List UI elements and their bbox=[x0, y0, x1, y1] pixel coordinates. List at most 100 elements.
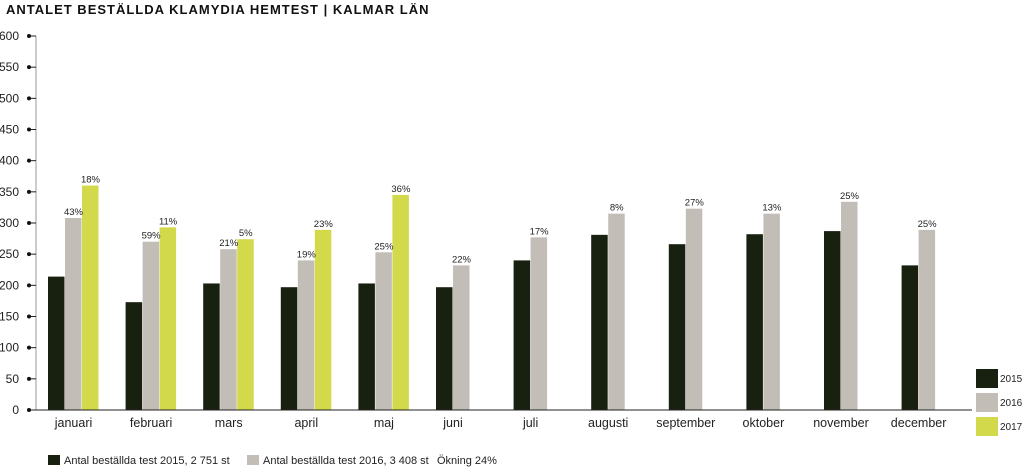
y-tick-dot bbox=[27, 376, 31, 381]
bar-2015-april bbox=[280, 287, 298, 410]
y-tick-label: 150 bbox=[0, 310, 19, 324]
bar-2015-augusti bbox=[591, 234, 608, 410]
legend: 2015 2016 2017 bbox=[976, 369, 1023, 436]
bar-2016-juni bbox=[453, 265, 470, 410]
bar-2017-februari bbox=[159, 227, 177, 410]
bar-2017-januari bbox=[82, 185, 99, 410]
x-tick-label-juli: juli bbox=[522, 416, 538, 430]
bar-2015-juni bbox=[436, 287, 453, 410]
y-tick-dot bbox=[27, 283, 31, 288]
bar-2016-november bbox=[841, 201, 858, 410]
data-label-2017-mars: 5% bbox=[239, 228, 253, 239]
x-tick-label-oktober: oktober bbox=[743, 416, 785, 430]
y-tick-label: 500 bbox=[0, 91, 19, 105]
data-label-2016-september: 27% bbox=[685, 198, 705, 209]
data-label-2016-oktober: 13% bbox=[762, 203, 782, 214]
bar-2016-januari bbox=[65, 218, 82, 410]
footer-text: Antal beställda test 2016, 3 408 st bbox=[263, 455, 429, 467]
bar-2015-november bbox=[824, 231, 841, 410]
data-label-2016-juni: 22% bbox=[452, 254, 472, 265]
x-tick-label-april: april bbox=[294, 416, 318, 430]
footer-text: Antal beställda test 2015, 2 751 st bbox=[64, 455, 230, 467]
bar-2015-september bbox=[668, 244, 686, 410]
bar-2017-april bbox=[314, 229, 332, 410]
data-label-2017-april: 23% bbox=[314, 219, 334, 230]
data-label-2017-maj: 36% bbox=[391, 184, 411, 195]
data-label-2017-januari: 18% bbox=[81, 175, 101, 186]
x-tick-label-september: september bbox=[656, 416, 715, 430]
bar-2017-mars bbox=[237, 239, 254, 410]
y-tick-label: 600 bbox=[0, 29, 19, 43]
bar-2015-oktober bbox=[746, 234, 763, 410]
x-tick-label-juni: juni bbox=[442, 416, 462, 430]
y-tick-label: 200 bbox=[0, 278, 19, 292]
data-label-2016-december: 25% bbox=[918, 219, 938, 230]
data-label-2016-juli: 17% bbox=[530, 226, 550, 237]
legend-label-2015: 2015 bbox=[1000, 374, 1023, 385]
bar-2015-januari bbox=[48, 276, 65, 410]
y-tick-dot bbox=[27, 408, 31, 412]
y-tick-label: 250 bbox=[0, 247, 19, 261]
bar-2016-augusti bbox=[608, 213, 625, 410]
bar-2016-juli bbox=[530, 237, 548, 410]
y-tick-dot bbox=[27, 189, 31, 194]
y-tick-label: 400 bbox=[0, 154, 19, 168]
y-tick-dot bbox=[27, 127, 31, 132]
y-tick-label: 0 bbox=[12, 403, 19, 417]
bar-2016-februari bbox=[142, 241, 160, 410]
data-label-2016-februari: 59% bbox=[142, 231, 162, 242]
data-label-2016-april: 19% bbox=[297, 249, 317, 260]
data-label-2016-mars: 21% bbox=[219, 238, 239, 249]
y-tick-dot bbox=[27, 221, 31, 225]
y-tick-label: 300 bbox=[0, 216, 19, 230]
y-tick-dot bbox=[27, 314, 31, 319]
bar-2015-mars bbox=[203, 283, 220, 410]
x-tick-label-maj: maj bbox=[374, 416, 394, 430]
x-tick-label-augusti: augusti bbox=[588, 416, 628, 430]
data-label-2016-november: 25% bbox=[840, 191, 860, 202]
bars bbox=[48, 185, 936, 410]
y-tick-label: 350 bbox=[0, 185, 19, 199]
x-axis: januari februari mars april maj juni juli augus… bbox=[36, 409, 972, 430]
bar-2015-maj bbox=[358, 283, 375, 410]
data-label-2016-maj: 25% bbox=[374, 241, 394, 252]
footer-swatch bbox=[247, 455, 259, 465]
x-tick-label-mars: mars bbox=[215, 416, 243, 430]
y-tick-label: 550 bbox=[0, 60, 19, 74]
y-tick-dot bbox=[27, 96, 31, 101]
x-tick-label-januari: januari bbox=[54, 416, 93, 430]
data-label-2017-februari: 11% bbox=[159, 216, 178, 227]
bar-2015-juli bbox=[513, 260, 531, 410]
y-tick-dot bbox=[27, 252, 31, 257]
x-tick-label-december: december bbox=[891, 416, 947, 430]
y-tick-label: 50 bbox=[6, 372, 20, 386]
legend-label-2016: 2016 bbox=[1000, 398, 1023, 409]
data-label-2016-augusti: 8% bbox=[610, 203, 624, 214]
y-tick-dot bbox=[27, 65, 31, 70]
bar-2016-december bbox=[918, 229, 936, 410]
bar-2017-maj bbox=[392, 194, 409, 410]
bar-2016-september bbox=[685, 208, 703, 410]
legend-swatch-2016 bbox=[976, 393, 998, 412]
bar-2015-december bbox=[901, 265, 919, 410]
chart-title: ANTALET BESTÄLLDA KLAMYDIA HEMTEST | KAL… bbox=[6, 2, 430, 17]
y-tick-dot bbox=[27, 345, 31, 350]
bar-2016-mars bbox=[220, 249, 237, 410]
bar-2015-februari bbox=[125, 302, 143, 410]
x-tick-label-februari: februari bbox=[130, 416, 172, 430]
bar-2016-april bbox=[297, 260, 315, 410]
y-tick-dot bbox=[27, 158, 31, 163]
y-axis: 0 50 100 150 200 250 300 350 400 450 500 550 600 bbox=[0, 29, 37, 417]
y-tick-label: 450 bbox=[0, 123, 19, 137]
data-labels: 43% 18% 59% 11% 21%5% 19% 23% 25% 36% 22% 17% 8% 27%… bbox=[64, 175, 937, 266]
data-label-2016-januari: 43% bbox=[64, 207, 84, 218]
bar-2016-oktober bbox=[763, 213, 780, 410]
x-tick-label-november: november bbox=[813, 416, 869, 430]
footer-swatch bbox=[48, 455, 60, 465]
bar-2016-maj bbox=[375, 252, 392, 410]
y-tick-dot bbox=[27, 34, 31, 38]
footer-legend: Antal beställda test 2015, 2 751 st Antal… bbox=[48, 455, 497, 467]
legend-swatch-2017 bbox=[976, 417, 998, 436]
legend-swatch-2015 bbox=[976, 369, 998, 388]
